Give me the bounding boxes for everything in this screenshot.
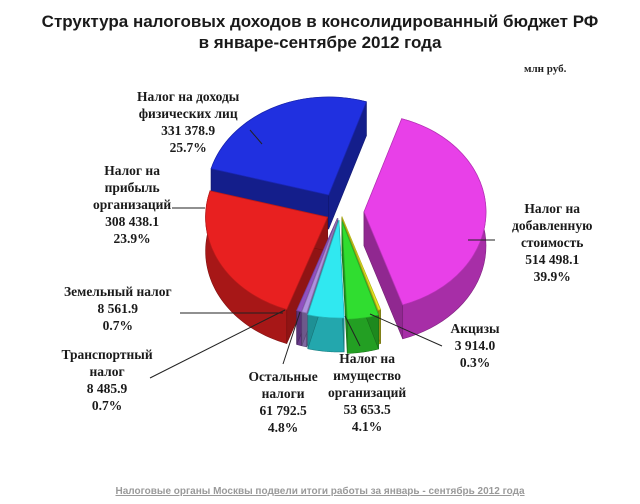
slice-value: 331 378.9 <box>161 123 216 138</box>
slice-label: Налог на прибыль организаций 308 438.1 23.9% <box>93 162 171 247</box>
slice-label: Акцизы 3 914.0 0.3% <box>451 320 500 371</box>
slice-name: налоги <box>261 386 305 401</box>
slice-top <box>341 221 380 320</box>
slice-top <box>205 190 329 311</box>
slice-value: 8 485.9 <box>86 381 128 396</box>
unit-label: млн руб. <box>524 63 567 75</box>
slice-name: организаций <box>328 385 407 400</box>
chart-title-line1: Структура налоговых доходов в консолидир… <box>41 12 599 31</box>
leader-line <box>249 129 263 145</box>
slice-value: 308 438.1 <box>105 214 160 229</box>
leader-line <box>344 315 361 347</box>
slice-value: 3 914.0 <box>454 338 496 353</box>
leader-line <box>149 309 286 379</box>
slice-value: 8 561.9 <box>97 301 139 316</box>
slice-top <box>210 96 367 196</box>
slice-percent: 23.9% <box>113 231 151 246</box>
slice-percent: 25.7% <box>169 140 207 155</box>
slice-label: Налог на добавленную стоимость 514 498.1 39.… <box>512 200 592 285</box>
slice-top <box>301 218 339 314</box>
pie-slice <box>210 96 367 230</box>
slice-percent: 4.1% <box>351 419 383 434</box>
slice-top <box>363 118 487 306</box>
slice-name: стоимость <box>520 235 584 250</box>
slice-percent: 0.7% <box>102 318 133 333</box>
slice-name: Акцизы <box>450 321 500 336</box>
slice-name: Налог на <box>524 201 581 216</box>
pie-slice <box>307 219 345 353</box>
slice-name: добавленную <box>512 218 593 233</box>
slice-name: налог <box>89 364 125 379</box>
slice-name: имущество <box>333 368 402 383</box>
slice-top <box>341 216 382 311</box>
slice-name: Налог на <box>339 351 395 366</box>
pie-slice <box>341 221 380 354</box>
pie-slice <box>205 190 329 344</box>
slice-value: 53 653.5 <box>343 402 391 417</box>
slice-name: Транспортный <box>61 347 153 362</box>
leader-line <box>369 313 443 347</box>
slice-percent: 0.7% <box>91 398 123 413</box>
slice-percent: 4.8% <box>267 420 299 435</box>
slice-name: организаций <box>93 197 172 212</box>
leader-line <box>282 311 301 365</box>
slice-percent: 0.3% <box>459 355 491 370</box>
slice-label: Остальные налоги 61 792.5 4.8% <box>249 368 318 436</box>
slice-name: Земельный налог <box>64 284 172 299</box>
slice-name: Налог на <box>104 163 160 178</box>
slice-value: 514 498.1 <box>525 252 580 267</box>
slice-name: Налог на доходы <box>137 89 240 104</box>
slice-value: 61 792.5 <box>259 403 307 418</box>
chart-title-line2: в январе-сентябре 2012 года <box>198 33 442 52</box>
slice-label: Налог на доходы физических лиц 331 378.9 25… <box>137 88 239 156</box>
slice-top <box>307 219 345 319</box>
slice-name: Остальные <box>248 369 318 384</box>
slice-name: прибыль <box>104 180 160 195</box>
slice-percent: 39.9% <box>533 269 571 284</box>
slice-name: физических лиц <box>138 106 238 121</box>
slice-label: Земельный налог 8 561.9 0.7% <box>64 283 172 334</box>
slice-label: Налог на имущество организаций 53 653.5 4.1% <box>328 350 406 435</box>
source-caption[interactable]: Налоговые органы Москвы подвели итоги ра… <box>115 486 525 497</box>
slice-label: Транспортный налог 8 485.9 0.7% <box>62 346 153 414</box>
pie-slice <box>363 118 487 340</box>
